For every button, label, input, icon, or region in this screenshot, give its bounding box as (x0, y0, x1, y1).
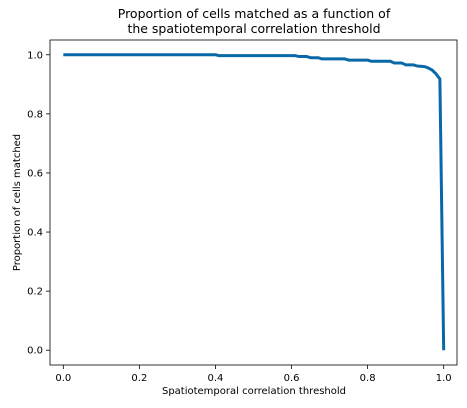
y-axis-label: Proportion of cells matched (12, 134, 23, 271)
x-tick-label: 0.0 (55, 373, 71, 384)
y-tick-label: 0.6 (27, 168, 43, 179)
x-axis: 0.0 0.2 0.4 0.6 0.8 1.0 (55, 365, 452, 384)
y-tick-label: 0.4 (27, 228, 43, 239)
series-line (63, 53, 446, 351)
y-tick-label: 0.8 (27, 109, 43, 120)
y-tick-label: 1.0 (27, 50, 43, 61)
x-axis-label: Spatiotemporal correlation threshold (162, 386, 346, 397)
x-tick-label: 1.0 (436, 373, 452, 384)
chart-title-line-1: Proportion of cells matched as a functio… (118, 6, 391, 21)
x-tick-label: 0.8 (360, 373, 376, 384)
y-tick-label: 0.0 (27, 346, 43, 357)
series-group (63, 53, 446, 351)
y-tick-label: 0.2 (27, 287, 43, 298)
x-tick-label: 0.2 (131, 373, 147, 384)
y-axis: 0.0 0.2 0.4 0.6 0.8 1.0 (27, 50, 50, 357)
x-tick-label: 0.4 (208, 373, 224, 384)
plot-area-frame (49, 39, 458, 366)
chart-title-line-2: the spatiotemporal correlation threshold (127, 21, 380, 36)
x-tick-label: 0.6 (284, 373, 300, 384)
